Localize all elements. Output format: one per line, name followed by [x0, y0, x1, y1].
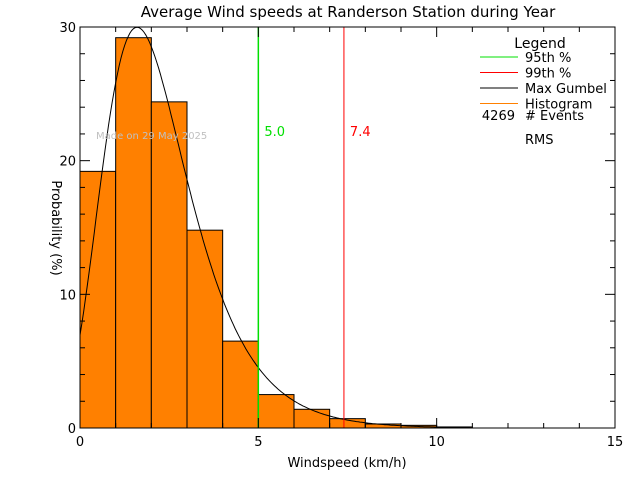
histogram-bar: [186, 229, 224, 429]
x-tick-label: 10: [428, 435, 445, 450]
legend-entry-label: Histogram: [525, 98, 592, 113]
legend-entry-label: 95th %: [525, 51, 571, 66]
legend-rms-label: RMS: [525, 133, 554, 148]
legend-entry-label: Max Gumbel: [525, 82, 607, 97]
legend-title: Legend: [514, 36, 565, 52]
legend-events-label: # Events: [525, 109, 584, 124]
histogram-bar: [79, 170, 117, 429]
histogram-bar: [150, 101, 188, 429]
gumbel-curve: [79, 26, 471, 429]
y-tick-label: 10: [59, 288, 76, 303]
y-tick-label: 20: [59, 155, 76, 170]
x-axis-label: Windspeed (km/h): [287, 456, 406, 471]
y-tick-label: 30: [59, 21, 76, 36]
y-axis-label: Probability (%): [48, 180, 63, 275]
histogram-bar: [115, 37, 152, 429]
chart-title: Average Wind speeds at Randerson Station…: [141, 3, 556, 21]
legend-events-count: 4269: [482, 109, 515, 124]
histogram-bar: [257, 394, 295, 429]
x-tick-label: 5: [254, 435, 262, 450]
plot-frame: [79, 26, 616, 429]
histogram-bar: [222, 340, 259, 429]
x-tick-label: 0: [76, 435, 84, 450]
p95-value-label: 5.0: [264, 125, 285, 140]
histogram-bar: [293, 408, 331, 429]
p99-value-label: 7.4: [350, 125, 371, 140]
y-tick-label: 0: [68, 422, 76, 437]
x-tick-label: 15: [607, 435, 624, 450]
legend-entry-label: 99th %: [525, 67, 571, 82]
annotation-made-on: Made on 29 May 2025: [96, 131, 207, 142]
